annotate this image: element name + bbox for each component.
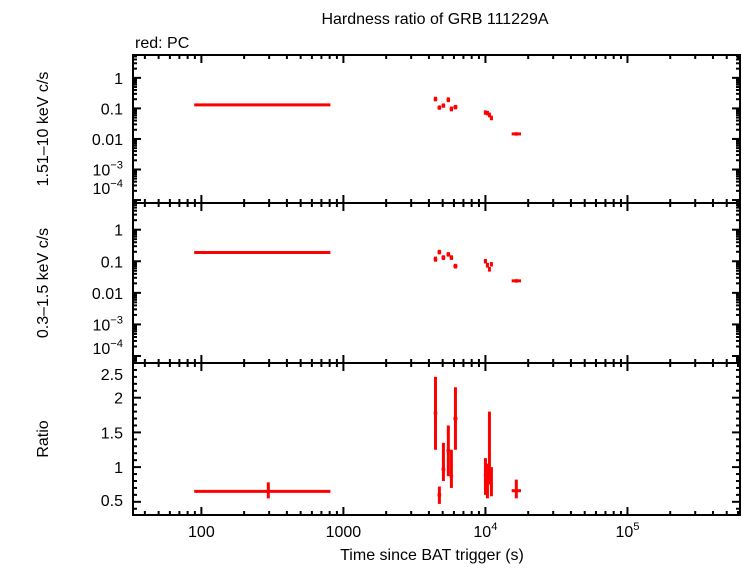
data-point bbox=[449, 449, 454, 488]
y-tick-label: 0.01 bbox=[92, 286, 123, 303]
data-point bbox=[437, 249, 442, 255]
y-tick-label: 10−3 bbox=[92, 159, 123, 179]
data-point bbox=[487, 411, 491, 485]
y-tick-label: 2 bbox=[114, 391, 123, 408]
x-tick-label: 105 bbox=[615, 521, 639, 541]
data-point bbox=[433, 256, 438, 262]
data-point bbox=[453, 104, 458, 110]
x-axis-label: Time since BAT trigger (s) bbox=[340, 547, 524, 564]
chart-title: Hardness ratio of GRB 111229A bbox=[321, 11, 548, 28]
data-point bbox=[194, 482, 331, 499]
data-point bbox=[446, 252, 451, 257]
data-point bbox=[449, 106, 454, 112]
panel-frame-0 bbox=[132, 54, 741, 204]
data-point bbox=[511, 132, 522, 136]
data-point bbox=[446, 425, 451, 477]
data-point bbox=[446, 97, 451, 103]
data-point bbox=[453, 263, 458, 269]
y-tick-label: 0.5 bbox=[101, 493, 123, 510]
x-tick-label: 104 bbox=[473, 521, 497, 541]
y-tick-label: 1 bbox=[114, 71, 123, 88]
data-point bbox=[441, 442, 446, 481]
data-point bbox=[489, 115, 493, 121]
data-point bbox=[437, 105, 442, 110]
y-tick-label: 10−4 bbox=[92, 338, 123, 358]
y-tick-label: 0.1 bbox=[101, 254, 123, 271]
x-tick-label: 100 bbox=[188, 524, 215, 541]
data-point bbox=[449, 255, 454, 260]
data-point bbox=[453, 387, 458, 450]
legend-note: red: PC bbox=[135, 35, 189, 52]
data-point bbox=[433, 96, 438, 102]
panel-frame-1 bbox=[132, 202, 741, 364]
data-point bbox=[194, 250, 331, 254]
y-axis-label-0: 1.51–10 keV c/s bbox=[35, 72, 52, 187]
data-point bbox=[511, 479, 522, 499]
data-point bbox=[437, 486, 442, 504]
y-axis-label-2: Ratio bbox=[35, 420, 52, 457]
data-point bbox=[487, 112, 491, 118]
data-point bbox=[483, 258, 487, 264]
data-point bbox=[441, 255, 446, 260]
data-point bbox=[489, 262, 493, 267]
data-point bbox=[511, 279, 522, 283]
data-point bbox=[487, 266, 491, 272]
y-tick-label: 0.01 bbox=[92, 132, 123, 149]
data-point bbox=[433, 376, 438, 450]
y-axis-label-1: 0.3–1.5 keV c/s bbox=[35, 228, 52, 338]
x-tick-label: 1000 bbox=[326, 524, 362, 541]
data-point bbox=[489, 467, 493, 497]
data-point bbox=[441, 103, 446, 108]
y-tick-label: 1.5 bbox=[101, 425, 123, 442]
y-tick-label: 0.1 bbox=[101, 101, 123, 118]
y-tick-label: 10−3 bbox=[92, 314, 123, 334]
data-point bbox=[485, 262, 489, 268]
y-tick-label: 1 bbox=[114, 460, 123, 477]
y-tick-label: 2.5 bbox=[101, 367, 123, 384]
data-point bbox=[194, 103, 331, 107]
y-tick-label: 10−4 bbox=[92, 178, 123, 198]
y-tick-label: 1 bbox=[114, 223, 123, 240]
